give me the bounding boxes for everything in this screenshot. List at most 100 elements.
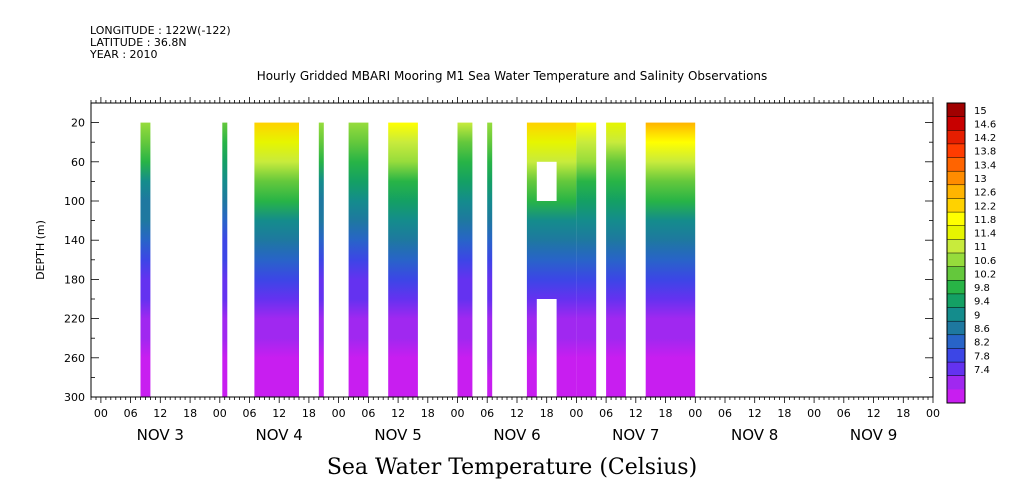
x-tick-label: 06 (837, 407, 851, 420)
x-tick-label: 18 (302, 407, 316, 420)
colorbar-swatch (947, 389, 965, 404)
colorbar-label: 7.8 (974, 351, 990, 362)
colorbar-swatch (947, 225, 965, 240)
x-tick-label: 18 (540, 407, 554, 420)
y-tick-label: 60 (71, 156, 85, 169)
x-tick-label: 00 (569, 407, 583, 420)
colorbar-swatch (947, 212, 965, 227)
colorbar-swatch (947, 198, 965, 213)
x-tick-label: 06 (361, 407, 375, 420)
x-tick-label: 18 (659, 407, 673, 420)
colorbar-swatch (947, 171, 965, 186)
x-tick-label: 12 (629, 407, 643, 420)
colorbar-label: 7.4 (974, 365, 990, 376)
colorbar-swatch (947, 321, 965, 336)
x-tick-label: 00 (213, 407, 227, 420)
y-tick-label: 140 (64, 234, 85, 247)
data-column (348, 122, 369, 397)
y-axis-label: DEPTH (m) (34, 220, 47, 280)
colorbar-label: 9.4 (974, 297, 990, 308)
colorbar-swatch (947, 266, 965, 281)
x-tick-label: 00 (332, 407, 346, 420)
x-tick-label: 18 (896, 407, 910, 420)
x-tick-label: 12 (748, 407, 762, 420)
day-label: NOV 5 (374, 426, 421, 444)
x-tick-label: 12 (153, 407, 167, 420)
data-column (487, 122, 493, 397)
data-column (140, 122, 151, 397)
colorbar-swatch (947, 157, 965, 172)
x-tick-label: 06 (480, 407, 494, 420)
year-label: YEAR : 2010 (90, 48, 158, 61)
x-tick-label: 18 (183, 407, 197, 420)
colorbar-swatch (947, 362, 965, 377)
colorbar-label: 8.2 (974, 338, 990, 349)
data-column (457, 122, 473, 397)
colorbar: 15 14.6 14.2 13.8 13.4 13 12.6 12.2 11.8 11.4 11 10… (946, 102, 996, 404)
colorbar-label: 15 (974, 106, 987, 117)
colorbar-swatch (947, 116, 965, 131)
x-tick-label: 18 (421, 407, 435, 420)
colorbar-label: 9 (974, 310, 980, 321)
colorbar-label: 13.8 (974, 147, 996, 158)
colorbar-swatch (947, 239, 965, 254)
colorbar-swatch (947, 348, 965, 363)
data-gap (536, 299, 557, 397)
x-tick-label: 00 (926, 407, 940, 420)
x-tick-label: 00 (451, 407, 465, 420)
data-column (254, 122, 299, 397)
day-label: NOV 8 (731, 426, 778, 444)
y-tick-label: 220 (64, 313, 85, 326)
data-column (606, 122, 626, 397)
colorbar-swatch (947, 130, 965, 145)
y-tick-label: 260 (64, 352, 85, 365)
data-column (645, 122, 696, 397)
colorbar-label: 14.2 (974, 133, 996, 144)
x-axis-label: Sea Water Temperature (Celsius) (327, 455, 697, 480)
x-tick-label: 18 (777, 407, 791, 420)
data-column (576, 122, 597, 397)
x-tick-label: 06 (718, 407, 732, 420)
colorbar-swatch (947, 375, 965, 390)
colorbar-swatch (947, 307, 965, 322)
axes: 00 06 12 18 00 06 12 18 00 06 12 18 00 06 12 18 00 06 12 18… (64, 97, 940, 444)
colorbar-swatch (947, 293, 965, 308)
plot-background (91, 103, 933, 397)
x-tick-label: 00 (688, 407, 702, 420)
colorbar-swatch (947, 334, 965, 349)
x-tick-label: 12 (867, 407, 881, 420)
x-tick-label: 12 (391, 407, 405, 420)
colorbar-swatch (947, 184, 965, 199)
chart-title: Hourly Gridded MBARI Mooring M1 Sea Wate… (257, 69, 768, 83)
x-tick-label: 12 (510, 407, 524, 420)
data-column (318, 122, 324, 397)
data-gap (536, 161, 557, 201)
colorbar-label: 10.6 (974, 256, 996, 267)
colorbar-label: 8.6 (974, 324, 990, 335)
y-tick-label: 20 (71, 117, 85, 130)
x-tick-label: 06 (599, 407, 613, 420)
colorbar-label: 13 (974, 174, 987, 185)
day-label: NOV 6 (493, 426, 540, 444)
day-label: NOV 4 (256, 426, 303, 444)
x-tick-label: 00 (94, 407, 108, 420)
data-column (388, 122, 418, 397)
data-column (222, 122, 228, 397)
colorbar-label: 12.2 (974, 201, 996, 212)
x-tick-label: 00 (807, 407, 821, 420)
colorbar-label: 9.8 (974, 283, 990, 294)
colorbar-swatch (947, 103, 965, 118)
x-tick-label: 06 (124, 407, 138, 420)
colorbar-label: 12.6 (974, 188, 996, 199)
y-tick-label: 100 (64, 195, 85, 208)
x-tick-label: 06 (243, 407, 257, 420)
y-tick-label: 300 (64, 391, 85, 404)
colorbar-swatch (947, 280, 965, 295)
colorbar-label: 13.4 (974, 160, 996, 171)
x-tick-label: 12 (272, 407, 286, 420)
colorbar-label: 11.8 (974, 215, 996, 226)
colorbar-label: 10.2 (974, 270, 996, 281)
colorbar-label: 14.6 (974, 120, 996, 131)
colorbar-label: 11 (974, 242, 987, 253)
